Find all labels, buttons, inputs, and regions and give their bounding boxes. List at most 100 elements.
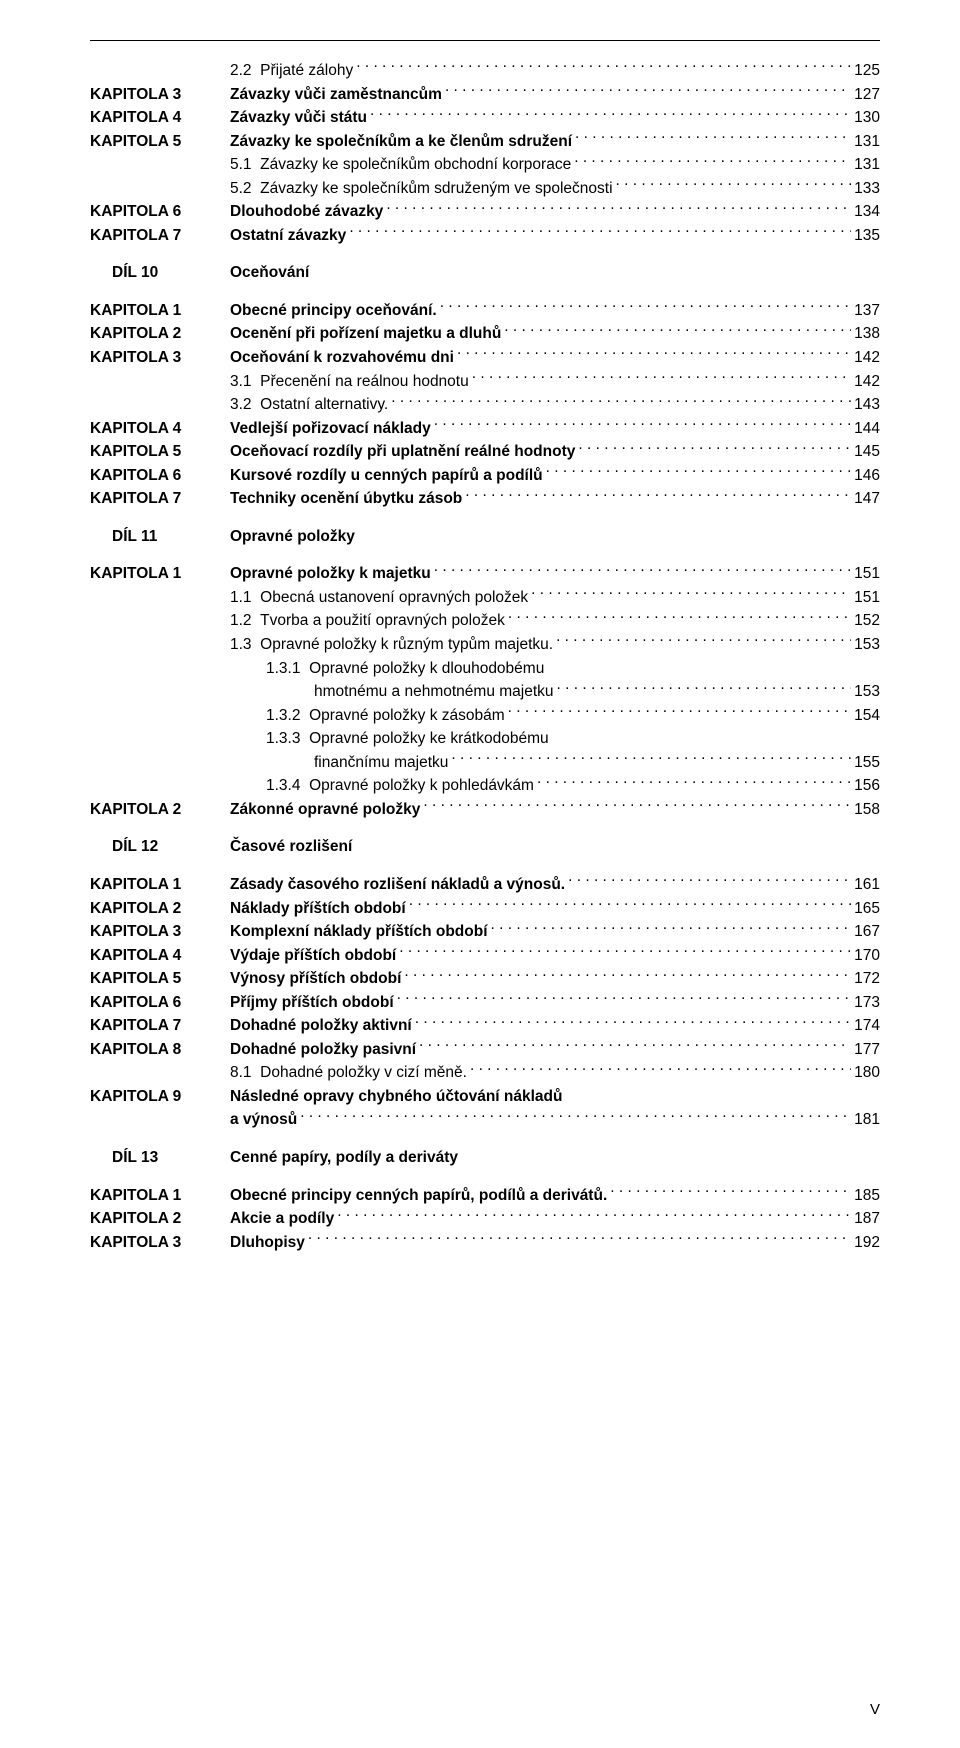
toc-page: 142 [854,346,880,370]
leader-dots [508,610,851,626]
kapitola-label: KAPITOLA 5 [90,967,230,991]
toc-line: KAPITOLA 1Obecné principy oceňování.137 [90,299,880,323]
dil-title: Opravné položky [230,525,880,549]
toc-line: KAPITOLA 2Ocenění při pořízení majetku a… [90,322,880,346]
toc-text-col: Komplexní náklady příštích období167 [230,920,880,944]
toc-page: 151 [854,586,880,610]
kapitola-label: KAPITOLA 1 [90,562,230,586]
toc-title: Přijaté zálohy [260,59,353,83]
toc-text-col: Výnosy příštích období172 [230,967,880,991]
toc-title: Dohadné položky pasivní [230,1038,416,1062]
dil-heading: DÍL 11Opravné položky [90,525,880,549]
toc-line: KAPITOLA 5Oceňovací rozdíly při uplatněn… [90,440,880,464]
toc-text-col: 8.1 Dohadné položky v cizí měně.180 [230,1061,880,1085]
toc-title: Obecná ustanovení opravných položek [260,586,528,610]
toc-line: KAPITOLA 6Kursové rozdíly u cenných papí… [90,464,880,488]
leader-dots [472,370,851,386]
toc-title: Opravné položky k zásobám [309,704,505,728]
toc-title: Oceňovací rozdíly při uplatnění reálné h… [230,440,575,464]
leader-dots [337,1208,851,1224]
kapitola-label: KAPITOLA 3 [90,83,230,107]
toc-text-col: Zásady časového rozlišení nákladů a výno… [230,873,880,897]
toc-number: 2.2 [230,59,260,83]
toc-title: Závazky ke společníkům obchodní korporac… [260,153,571,177]
leader-dots [575,130,851,146]
section-gap [90,859,880,873]
toc-text-col: Dluhopisy192 [230,1231,880,1255]
kapitola-label: KAPITOLA 7 [90,224,230,248]
toc-number: 1.1 [230,586,260,610]
toc-title: Opravné položky ke krátkodobému [309,727,549,751]
toc-title: Opravné položky k majetku [230,562,431,586]
toc-line: 5.1 Závazky ke společníkům obchodní korp… [90,153,880,177]
toc-title: Dohadné položky aktivní [230,1014,412,1038]
toc-text-col: finančnímu majetku155 [230,751,880,775]
toc-title: Opravné položky k pohledávkám [309,774,534,798]
leader-dots [386,201,851,217]
leader-dots [465,488,851,504]
toc-text-col: Závazky vůči zaměstnancům127 [230,83,880,107]
toc-page: 133 [854,177,880,201]
toc-text-col: Dohadné položky pasivní 177 [230,1038,880,1062]
toc-title: Techniky ocenění úbytku zásob [230,487,462,511]
leader-dots [349,224,851,240]
toc-number: 1.3.4 [266,774,309,798]
toc-body: 2.2 Přijaté zálohy 125 KAPITOLA 3Závazky v… [90,59,880,1254]
toc-text-col: Vedlejší pořizovací náklady144 [230,417,880,441]
kapitola-label: KAPITOLA 9 [90,1085,230,1109]
page-container: O B S A H 2.2 Přijaté zálohy125KAPITOLA … [0,0,960,1748]
toc-page: 152 [854,609,880,633]
kapitola-label: KAPITOLA 2 [90,322,230,346]
kapitola-label: KAPITOLA 2 [90,1207,230,1231]
toc-line: KAPITOLA 2Zákonné opravné položky158 [90,798,880,822]
toc-line: KAPITOLA 3Oceňování k rozvahovému dni142 [90,346,880,370]
toc-page: 146 [854,464,880,488]
toc-title: Závazky ke společníkům sdruženým ve spol… [260,177,612,201]
section-gap [90,821,880,835]
kapitola-label: KAPITOLA 4 [90,944,230,968]
toc-title: Opravné položky k dlouhodobému [309,657,544,681]
leader-dots [415,1015,851,1031]
leader-dots [610,1184,851,1200]
leader-dots [531,586,851,602]
toc-line: KAPITOLA 9Následné opravy chybného účtov… [90,1085,880,1109]
toc-line: 2.2 Přijaté zálohy 125 [90,59,880,83]
toc-page: 177 [854,1038,880,1062]
toc-line: KAPITOLA 2Akcie a podíly187 [90,1207,880,1231]
toc-title: Zákonné opravné položky [230,798,420,822]
toc-text-col: a výnosů181 [230,1108,880,1132]
toc-page: 158 [854,798,880,822]
toc-line: 1.2 Tvorba a použití opravných položek15… [90,609,880,633]
toc-text-col: 2.2 Přijaté zálohy 125 [230,59,880,83]
toc-line: KAPITOLA 8Dohadné položky pasivní 177 [90,1038,880,1062]
kapitola-label: KAPITOLA 2 [90,897,230,921]
toc-title: Závazky ke společníkům a ke členům sdruž… [230,130,572,154]
toc-number: 1.3.3 [266,727,309,751]
kapitola-label: KAPITOLA 7 [90,1014,230,1038]
toc-title: Obecné principy oceňování. [230,299,437,323]
toc-page: 181 [854,1108,880,1132]
kapitola-label: KAPITOLA 1 [90,873,230,897]
toc-text-col: Závazky vůči státu130 [230,106,880,130]
toc-text-col: 1.1 Obecná ustanovení opravných položek 1… [230,586,880,610]
toc-title: Ostatní závazky [230,224,346,248]
toc-page: 161 [854,873,880,897]
toc-title: hmotnému a nehmotnému majetku [314,680,554,704]
toc-text-col: Dohadné položky aktivní174 [230,1014,880,1038]
leader-dots [578,441,851,457]
toc-page: 125 [854,59,880,83]
toc-line: 1.1 Obecná ustanovení opravných položek 1… [90,586,880,610]
toc-text-col: hmotnému a nehmotnému majetku153 [230,680,880,704]
toc-line: finančnímu majetku155 [90,751,880,775]
kapitola-label: KAPITOLA 8 [90,1038,230,1062]
toc-line: 5.2 Závazky ke společníkům sdruženým ve … [90,177,880,201]
section-gap [90,1170,880,1184]
toc-title: Výnosy příštích období [230,967,401,991]
toc-number: 3.2 [230,393,260,417]
toc-text-col: 1.3.4 Opravné položky k pohledávkám156 [230,774,880,798]
dil-heading: DÍL 13Cenné papíry, podíly a deriváty [90,1146,880,1170]
leader-dots [434,563,851,579]
footer-page-roman: V [870,1701,880,1718]
toc-page: 151 [854,562,880,586]
section-gap [90,548,880,562]
